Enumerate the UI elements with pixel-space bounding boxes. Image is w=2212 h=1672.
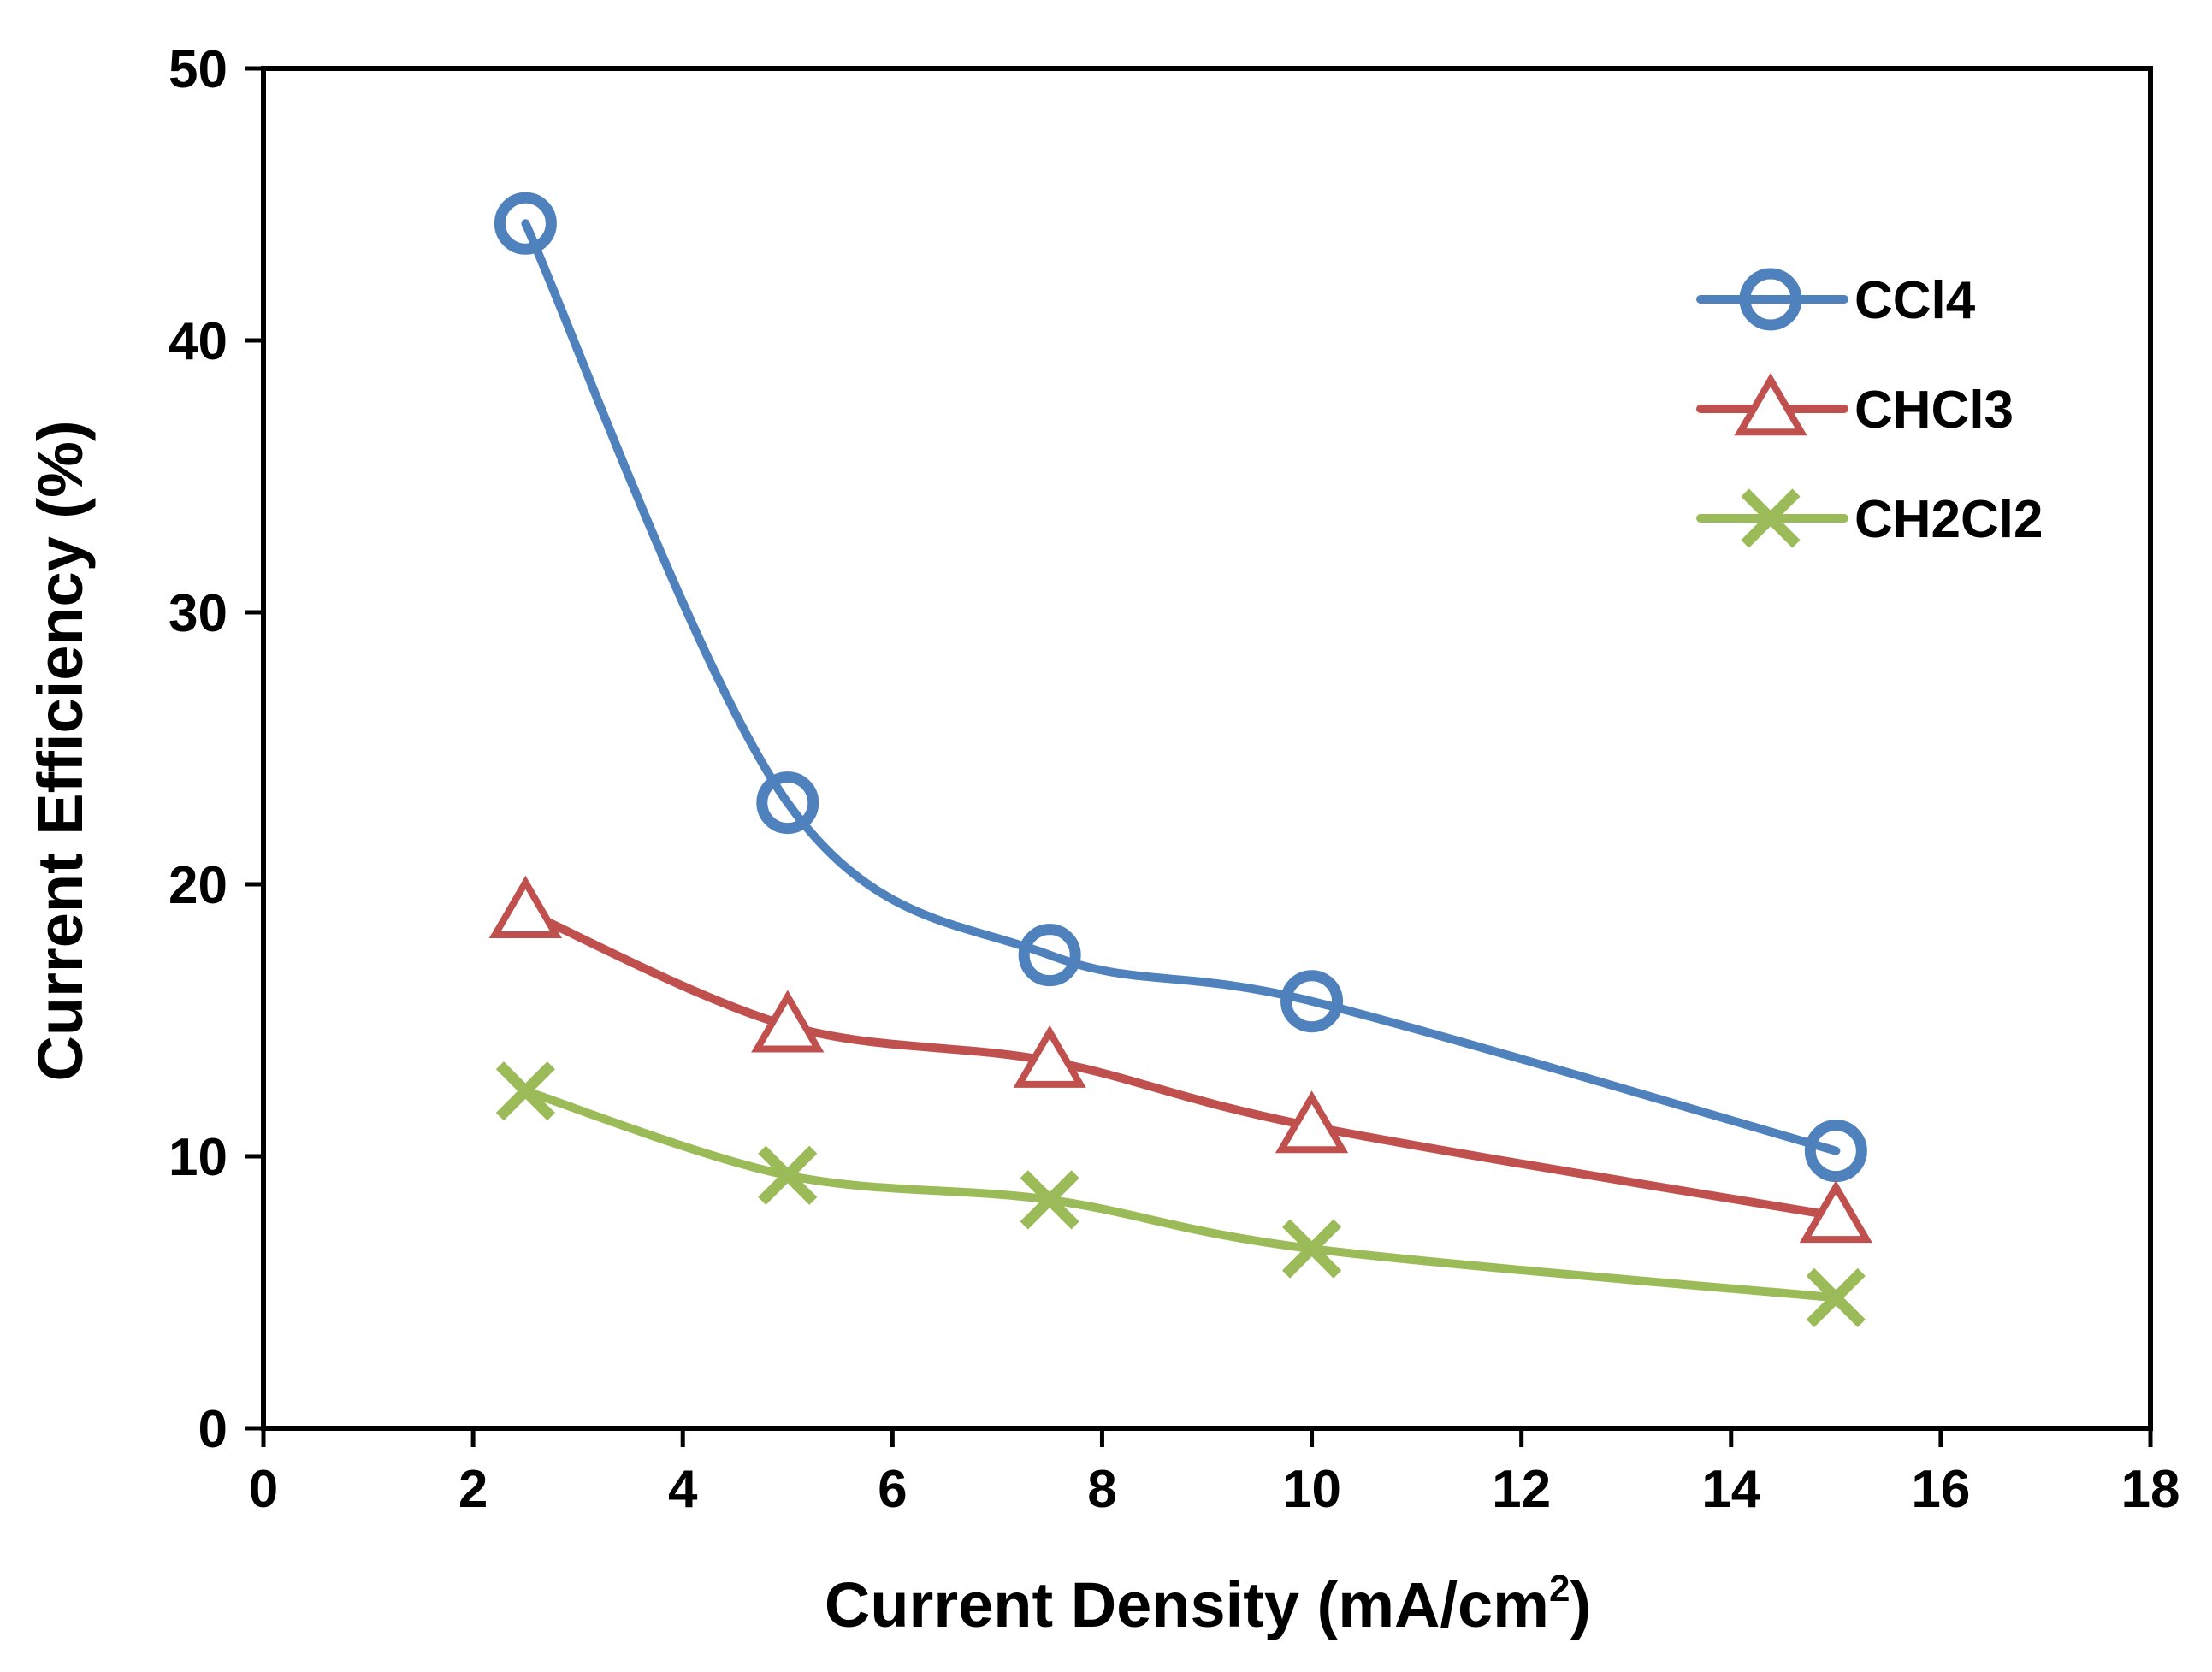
x-tick-label: 4 <box>668 1460 698 1519</box>
legend-label-ccl4: CCl4 <box>1854 271 1976 330</box>
series-line-ch2cl2 <box>521 1086 1841 1303</box>
data-point-chcl3 <box>751 990 825 1053</box>
data-point-ch2cl2 <box>1281 1219 1342 1279</box>
y-tick-label: 10 <box>169 1128 228 1187</box>
data-point-ccl4 <box>494 192 557 255</box>
series-ch2cl2 <box>495 1061 1866 1327</box>
series-line-ccl4 <box>521 219 1841 1155</box>
x-tick-label: 2 <box>458 1460 488 1519</box>
data-point-ccl4 <box>756 771 819 835</box>
x-tick-label: 16 <box>1911 1460 1970 1519</box>
x-tick-label: 18 <box>2121 1460 2180 1519</box>
legend-entry-ccl4: CCl4 <box>1696 268 1976 331</box>
x-tick-label: 12 <box>1492 1460 1551 1519</box>
x-axis-title-suffix: ) <box>1570 1569 1591 1640</box>
data-point-chcl3 <box>1013 1025 1086 1088</box>
legend-marker-chcl3 <box>1734 373 1807 436</box>
legend-entry-ch2cl2: CH2Cl2 <box>1696 488 2043 549</box>
legend-marker-ch2cl2 <box>1741 488 1801 548</box>
y-axis-title: Current Efficiency (%) <box>25 420 96 1081</box>
series-chcl3 <box>488 875 1872 1244</box>
series-line-chcl3 <box>521 907 1841 1220</box>
legend-label-chcl3: CHCl3 <box>1854 381 2014 440</box>
data-point-ch2cl2 <box>1806 1267 1866 1327</box>
data-point-ch2cl2 <box>495 1061 555 1121</box>
y-tick-label: 20 <box>169 856 228 915</box>
x-tick-label: 6 <box>878 1460 907 1519</box>
legend-label-ch2cl2: CH2Cl2 <box>1854 490 2043 549</box>
data-point-chcl3 <box>1275 1090 1349 1154</box>
y-tick-label: 0 <box>198 1400 228 1459</box>
x-tick-label: 0 <box>249 1460 278 1519</box>
data-point-chcl3 <box>488 875 563 938</box>
y-tick-label: 50 <box>169 40 228 99</box>
y-tick-label: 30 <box>169 584 228 643</box>
legend-marker-ccl4 <box>1739 268 1802 331</box>
data-point-ccl4 <box>1018 924 1081 987</box>
y-tick-label: 40 <box>169 312 228 371</box>
x-tick-label: 14 <box>1701 1460 1760 1519</box>
x-tick-label: 10 <box>1282 1460 1341 1519</box>
x-axis-title-superscript: 2 <box>1549 1568 1570 1610</box>
data-point-ch2cl2 <box>1020 1170 1079 1230</box>
data-point-chcl3 <box>1799 1180 1872 1244</box>
legend-entry-chcl3: CHCl3 <box>1696 373 2014 440</box>
series-ccl4 <box>494 192 1867 1183</box>
data-point-ccl4 <box>1804 1120 1867 1183</box>
plot-area-border <box>261 66 2153 1431</box>
x-axis-title: Current Density (mA/cm2) <box>825 1568 1591 1640</box>
data-point-ch2cl2 <box>758 1145 818 1205</box>
data-point-ccl4 <box>1280 970 1344 1033</box>
x-axis-title-main: Current Density (mA/cm <box>825 1569 1549 1640</box>
x-tick-label: 8 <box>1087 1460 1116 1519</box>
